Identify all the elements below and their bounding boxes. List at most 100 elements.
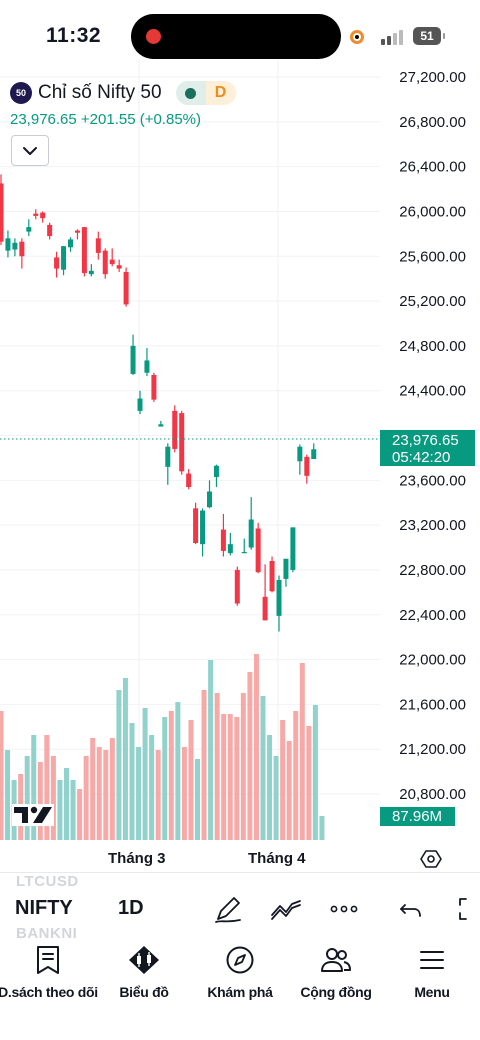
candle-body (137, 398, 143, 411)
candle (262, 564, 268, 621)
candle (26, 219, 32, 237)
volume-bar (306, 726, 312, 840)
price-axis-tick: 27,200.00 (399, 69, 466, 86)
candle (290, 527, 296, 573)
candle (95, 231, 101, 260)
drawing-tool-icon[interactable] (212, 893, 244, 925)
candle-body (109, 259, 115, 265)
symbol-header[interactable]: 50 Chỉ số Nifty 50 D (10, 80, 236, 106)
volume-bar (188, 720, 194, 840)
compass-icon (226, 946, 254, 974)
volume-bar (122, 678, 128, 840)
candle (19, 238, 25, 269)
volume-bar (227, 714, 233, 840)
battery-icon: 51 (413, 27, 445, 45)
candle-body (74, 230, 80, 233)
candle (130, 334, 136, 376)
volume-bar (96, 747, 102, 840)
candle (40, 211, 46, 223)
volume-bar (70, 780, 76, 840)
volume-bar (109, 738, 115, 840)
volume-bar (293, 711, 299, 840)
candle (227, 532, 233, 556)
candle-body (116, 265, 122, 269)
indicators-icon[interactable] (270, 893, 302, 925)
next-symbol[interactable]: BANKNI (16, 925, 78, 942)
candle-body (68, 239, 73, 248)
candle-body (95, 238, 101, 253)
candle-body (158, 424, 164, 427)
symbol-name[interactable]: Chỉ số Nifty 50 (38, 82, 162, 103)
volume-bar (162, 717, 168, 840)
market-status-pill[interactable]: D (175, 81, 236, 105)
candle (68, 237, 73, 252)
nav-label: Menu (414, 984, 450, 1000)
current-price-label: 23,976.65 05:42:20 (380, 430, 475, 466)
candle-body (193, 508, 199, 544)
volume-bar (83, 756, 89, 840)
volume-bar (260, 696, 266, 840)
candle-body (213, 465, 219, 477)
volume-bar (103, 750, 109, 840)
price-chart[interactable]: 27,200.00 26,800.00 26,400.00 26,000.00 25,6… (0, 60, 480, 840)
status-time: 11:32 (46, 24, 102, 47)
candle-body (123, 271, 129, 305)
volume-bar (64, 768, 69, 840)
candle-body (19, 241, 25, 257)
price-axis-tick: 25,200.00 (399, 293, 466, 310)
volume-bar (168, 711, 174, 840)
undo-icon[interactable] (396, 893, 428, 925)
volume-bar (129, 723, 135, 840)
candle-body (311, 449, 317, 460)
nifty-logo-icon: 50 (10, 82, 32, 104)
volume-bar (44, 735, 50, 840)
candle (200, 508, 206, 557)
candle (165, 443, 171, 485)
volume-bar (280, 720, 286, 840)
bottom-navigation: D.sách theo dõi Biểu đồ Khám phá Cộng đồ… (0, 942, 480, 1040)
status-bar: 11:32 51 (0, 0, 480, 72)
candle-body (172, 410, 178, 449)
community-icon (321, 948, 351, 972)
nav-label: Khám phá (207, 984, 273, 1000)
candle (33, 209, 39, 220)
fullscreen-icon[interactable] (452, 893, 480, 925)
time-axis-label-march: Tháng 3 (108, 850, 166, 867)
more-options-icon[interactable] (328, 893, 360, 925)
volume-bar (90, 738, 96, 840)
interval-selector[interactable]: 1D (118, 897, 144, 919)
candle (74, 229, 80, 240)
nav-community[interactable]: Cộng đồng (288, 942, 384, 1002)
candle-body (276, 580, 282, 616)
price-change: +201.55 (+0.85%) (80, 111, 201, 128)
candle (54, 251, 60, 278)
volume-bar (175, 702, 181, 840)
collapse-legend-button[interactable] (11, 135, 49, 166)
volume-label: 87.96M (380, 807, 455, 826)
candle (0, 174, 4, 246)
nav-chart[interactable]: Biểu đồ (96, 942, 192, 1002)
previous-symbol[interactable]: LTCUSD (16, 873, 79, 890)
volume-bar (299, 663, 305, 840)
nav-label: Biểu đồ (119, 984, 169, 1000)
candle-body (241, 552, 247, 554)
candle-body (179, 413, 185, 472)
price-axis-tick: 24,800.00 (399, 338, 466, 355)
candle (297, 444, 303, 475)
nav-menu[interactable]: Menu (384, 942, 480, 1002)
candle-body (283, 558, 289, 579)
nav-explore[interactable]: Khám phá (192, 942, 288, 1002)
price-change-line: 23,976.65 +201.55 (+0.85%) (10, 111, 201, 128)
nav-watchlist[interactable]: D.sách theo dõi (0, 942, 98, 1002)
candle (61, 246, 67, 276)
dynamic-island (131, 14, 341, 59)
candle-body (61, 246, 67, 270)
chevron-down-icon (23, 146, 37, 155)
candle-body (227, 544, 233, 554)
candle-body (0, 183, 4, 242)
chart-settings-icon[interactable] (420, 848, 442, 870)
symbol-selector[interactable]: NIFTY (15, 897, 73, 919)
candle-body (130, 345, 136, 374)
candle (172, 405, 178, 453)
candle (207, 480, 212, 509)
